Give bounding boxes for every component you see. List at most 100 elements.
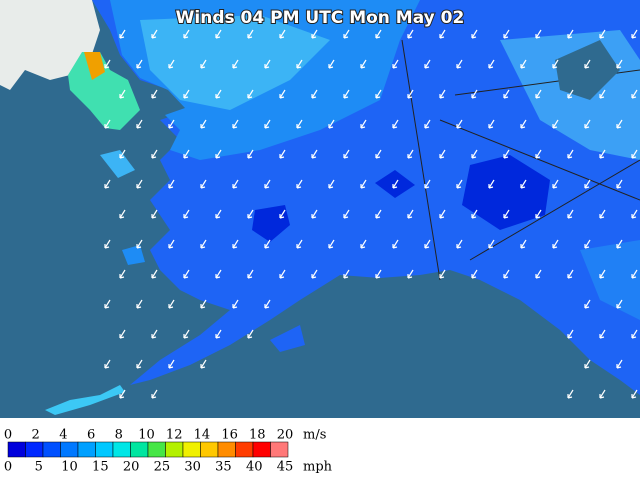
- wind-arrow: [183, 329, 190, 339]
- legend: m/s mph 0 2 4 6 8 10 12 14 16 18 20 0 5 10 15 20 25 30 35 4…: [4, 428, 333, 475]
- wind-arrow: [215, 209, 222, 219]
- wind-arrow: [119, 89, 126, 99]
- wind-arrow: [471, 209, 478, 219]
- wind-arrow: [183, 209, 190, 219]
- ms-tick: 20: [277, 428, 294, 443]
- wind-arrow: [168, 299, 175, 309]
- wind-arrow: [360, 119, 367, 129]
- wind-arrow: [247, 89, 254, 99]
- wind-arrow: [599, 149, 606, 159]
- wind-arrow: [599, 329, 606, 339]
- wind-arrow: [552, 179, 559, 189]
- wind-arrow: [392, 179, 399, 189]
- ms-unit: m/s: [303, 428, 326, 443]
- lake: [555, 40, 620, 100]
- wind-arrow: [584, 299, 591, 309]
- wind-arrow: [503, 149, 510, 159]
- wind-arrow: [296, 59, 303, 69]
- mph-tick: 35: [215, 460, 232, 475]
- wind-arrow: [392, 119, 399, 129]
- mph-tick: 25: [154, 460, 171, 475]
- wind-arrow: [119, 269, 126, 279]
- wind-arrow: [599, 389, 606, 399]
- mph-tick: 45: [277, 460, 294, 475]
- wind-arrow: [279, 269, 286, 279]
- light-region: [140, 15, 330, 110]
- wind-arrow: [311, 269, 318, 279]
- wind-arrow: [343, 29, 350, 39]
- wind-arrow: [456, 59, 463, 69]
- wind-arrow: [136, 119, 143, 129]
- wind-arrow: [360, 59, 367, 69]
- mph-tick: 15: [92, 460, 109, 475]
- wind-arrows: [104, 29, 638, 399]
- wind-arrow: [200, 59, 207, 69]
- wind-arrow: [215, 89, 222, 99]
- wind-arrow: [360, 239, 367, 249]
- wind-arrow: [279, 29, 286, 39]
- wind-arrow: [456, 179, 463, 189]
- wind-arrow: [488, 59, 495, 69]
- wind-arrow: [584, 359, 591, 369]
- wind-arrow: [599, 29, 606, 39]
- wind-arrow: [200, 299, 207, 309]
- color-swatch: [235, 441, 254, 458]
- wind-arrow: [631, 329, 638, 339]
- wind-arrow: [215, 329, 222, 339]
- wind-arrow: [136, 59, 143, 69]
- border: [401, 39, 441, 281]
- wind-arrow: [567, 89, 574, 99]
- wind-arrow: [119, 329, 126, 339]
- wind-arrow: [520, 59, 527, 69]
- color-swatch: [42, 441, 61, 458]
- mph-tick: 5: [35, 460, 43, 475]
- mph-tick: 30: [184, 460, 201, 475]
- wind-arrow: [407, 29, 414, 39]
- wind-arrow: [104, 299, 111, 309]
- wind-arrow: [104, 359, 111, 369]
- wind-arrow: [200, 179, 207, 189]
- wind-arrow: [183, 89, 190, 99]
- ms-tick: 2: [32, 428, 40, 443]
- wind-arrow: [104, 119, 111, 129]
- color-swatch: [217, 441, 236, 458]
- ms-tick: 14: [194, 428, 211, 443]
- wind-arrow: [535, 269, 542, 279]
- wind-arrow: [599, 269, 606, 279]
- wind-arrow: [424, 119, 431, 129]
- wind-arrow: [151, 209, 158, 219]
- wind-arrow: [247, 209, 254, 219]
- wind-arrow: [311, 29, 318, 39]
- wind-arrow: [616, 179, 623, 189]
- wind-arrow: [247, 29, 254, 39]
- east-light: [580, 240, 640, 320]
- mph-tick: 10: [61, 460, 78, 475]
- color-swatch: [200, 441, 219, 458]
- color-swatch: [25, 441, 44, 458]
- wind-arrow: [136, 179, 143, 189]
- ms-tick: 8: [115, 428, 123, 443]
- wind-arrow: [151, 269, 158, 279]
- wind-arrow: [503, 209, 510, 219]
- wind-arrow: [552, 119, 559, 129]
- wind-arrow: [264, 59, 271, 69]
- island: [100, 150, 135, 178]
- color-swatch: [130, 441, 149, 458]
- wind-arrow: [599, 209, 606, 219]
- wind-arrow: [151, 29, 158, 39]
- wind-arrow: [119, 389, 126, 399]
- mph-tick: 20: [123, 460, 140, 475]
- wind-arrow: [439, 269, 446, 279]
- wind-arrow: [407, 149, 414, 159]
- wind-arrow: [503, 29, 510, 39]
- wind-arrow: [471, 149, 478, 159]
- wind-arrow: [311, 209, 318, 219]
- wind-arrow: [264, 299, 271, 309]
- wind-arrow: [151, 149, 158, 159]
- wind-arrow: [503, 269, 510, 279]
- wind-arrow: [296, 239, 303, 249]
- ms-tick: 0: [4, 428, 12, 443]
- color-swatch: [165, 441, 184, 458]
- wind-arrow: [599, 89, 606, 99]
